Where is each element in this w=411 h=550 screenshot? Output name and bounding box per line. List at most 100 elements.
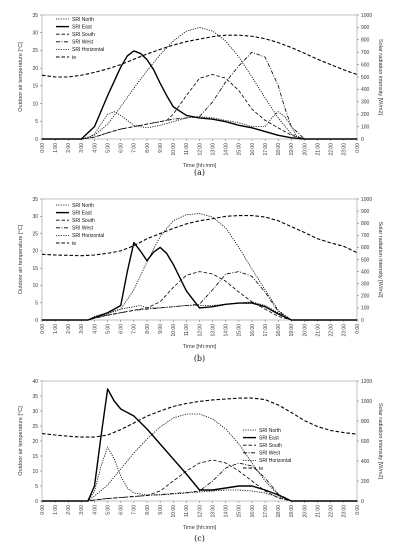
x-tick-label: 22:00 xyxy=(329,143,335,156)
x-tick-label: 9:00 xyxy=(158,143,164,153)
x-tick-label: 16:00 xyxy=(250,324,256,337)
x-tick-label: 13:00 xyxy=(210,143,216,156)
x-tick-label: 3:00 xyxy=(79,143,85,153)
x-tick-label: 15:00 xyxy=(237,324,243,337)
x-tick-label: 21:00 xyxy=(315,324,321,337)
right-tick-label: 200 xyxy=(361,479,370,485)
x-tick-label: 17:00 xyxy=(263,505,269,518)
series-line-sri-west xyxy=(42,271,357,321)
legend-entry: SRI West xyxy=(72,40,94,46)
series-line-sri-south xyxy=(42,271,357,321)
x-tick-label: 1:00 xyxy=(53,505,59,515)
right-tick-label: 1000 xyxy=(361,13,372,19)
legend-entry: SRI East xyxy=(259,435,279,441)
series-line-sri-horizontal xyxy=(42,27,357,140)
left-tick-label: 20 xyxy=(32,66,38,72)
legend-entry: SRI Horizontal xyxy=(259,458,291,464)
right-tick-label: 800 xyxy=(361,221,370,227)
x-tick-label: 11:00 xyxy=(184,324,190,336)
right-tick-label: 100 xyxy=(361,124,370,130)
legend-entry: SRI East xyxy=(72,210,92,216)
right-tick-label: 0 xyxy=(361,499,364,505)
x-tick-label: 6:00 xyxy=(119,324,125,334)
left-tick-label: 25 xyxy=(32,231,38,237)
right-tick-label: 800 xyxy=(361,38,370,44)
x-tick-label: 8:00 xyxy=(145,143,151,153)
x-tick-label: 2:00 xyxy=(66,505,72,515)
left-tick-label: 25 xyxy=(32,48,38,54)
right-tick-label: 200 xyxy=(361,294,370,300)
x-tick-label: 3:00 xyxy=(79,505,85,515)
right-tick-label: 200 xyxy=(361,112,370,118)
left-tick-label: 30 xyxy=(32,214,38,220)
x-axis-label: Time [hh:mm] xyxy=(183,344,217,350)
x-tick-label: 11:00 xyxy=(184,143,190,155)
series-line-sri-north xyxy=(42,111,357,140)
x-tick-label: 2:00 xyxy=(66,324,72,334)
x-tick-label: 19:00 xyxy=(289,143,295,156)
x-tick-label: 18:00 xyxy=(276,324,282,337)
x-tick-label: 13:00 xyxy=(210,505,216,518)
x-tick-label: 22:00 xyxy=(329,505,335,518)
left-tick-label: 15 xyxy=(32,266,38,272)
x-tick-label: 0:00 xyxy=(355,143,361,153)
left-tick-label: 20 xyxy=(32,439,38,445)
x-tick-label: 18:00 xyxy=(276,143,282,156)
legend-entry: SRI East xyxy=(72,24,92,30)
chart-panel-b: 0 5 10 15 20 25 30 35 0 100 200 300 400 500 600 700 800 9… xyxy=(18,197,383,363)
series-line-sri-north xyxy=(42,301,357,321)
legend-entry: SRI North xyxy=(72,203,94,209)
right-tick-label: 1200 xyxy=(361,379,372,385)
right-tick-label: 400 xyxy=(361,459,370,465)
chart-panel-c: 05101520253035400200400600800100012000:0… xyxy=(18,379,383,543)
right-tick-label: 900 xyxy=(361,209,370,215)
right-tick-label: 1000 xyxy=(361,197,372,203)
right-tick-label: 600 xyxy=(361,439,370,445)
series-line-sri-south xyxy=(42,74,357,140)
left-tick-label: 35 xyxy=(32,13,38,19)
x-tick-label: 12:00 xyxy=(197,143,203,156)
x-tick-label: 0:00 xyxy=(355,505,361,515)
legend-entry: SRI South xyxy=(72,218,95,224)
x-tick-label: 0:00 xyxy=(40,143,46,153)
x-tick-label: 20:00 xyxy=(302,324,308,337)
left-tick-label: 0 xyxy=(35,318,38,324)
x-tick-label: 4:00 xyxy=(92,143,98,153)
x-tick-label: 6:00 xyxy=(119,505,125,515)
legend-entry: SRI West xyxy=(259,451,281,457)
x-tick-label: 13:00 xyxy=(210,324,216,337)
right-tick-label: 700 xyxy=(361,50,370,56)
right-tick-label: 0 xyxy=(361,318,364,324)
plot-area xyxy=(41,380,358,502)
x-tick-label: 0:00 xyxy=(40,505,46,515)
x-tick-label: 12:00 xyxy=(197,505,203,518)
left-tick-label: 0 xyxy=(35,137,38,143)
x-tick-label: 5:00 xyxy=(105,143,111,153)
right-tick-label: 700 xyxy=(361,233,370,239)
left-tick-label: 10 xyxy=(32,469,38,475)
y-axis-label-right: Solar radiation intensity [W/m2] xyxy=(377,221,383,298)
left-tick-label: 15 xyxy=(32,454,38,460)
x-tick-label: 15:00 xyxy=(237,505,243,518)
series-line-sri-east xyxy=(42,241,357,321)
x-tick-label: 7:00 xyxy=(132,505,138,515)
x-tick-label: 5:00 xyxy=(105,324,111,334)
left-tick-label: 5 xyxy=(35,119,38,125)
x-tick-label: 17:00 xyxy=(263,143,269,156)
x-tick-label: 6:00 xyxy=(119,143,125,153)
x-tick-label: 23:00 xyxy=(342,505,348,518)
x-tick-label: 1:00 xyxy=(53,324,59,334)
left-tick-label: 30 xyxy=(32,409,38,415)
legend-entry: te xyxy=(259,466,263,472)
x-tick-label: 14:00 xyxy=(224,324,230,337)
series-line-sri-west xyxy=(42,462,357,502)
left-tick-label: 25 xyxy=(32,424,38,430)
x-tick-label: 9:00 xyxy=(158,324,164,334)
x-tick-label: 10:00 xyxy=(171,505,177,518)
series-line-sri-east xyxy=(42,50,357,140)
right-tick-label: 900 xyxy=(361,25,370,31)
right-tick-label: 400 xyxy=(361,269,370,275)
